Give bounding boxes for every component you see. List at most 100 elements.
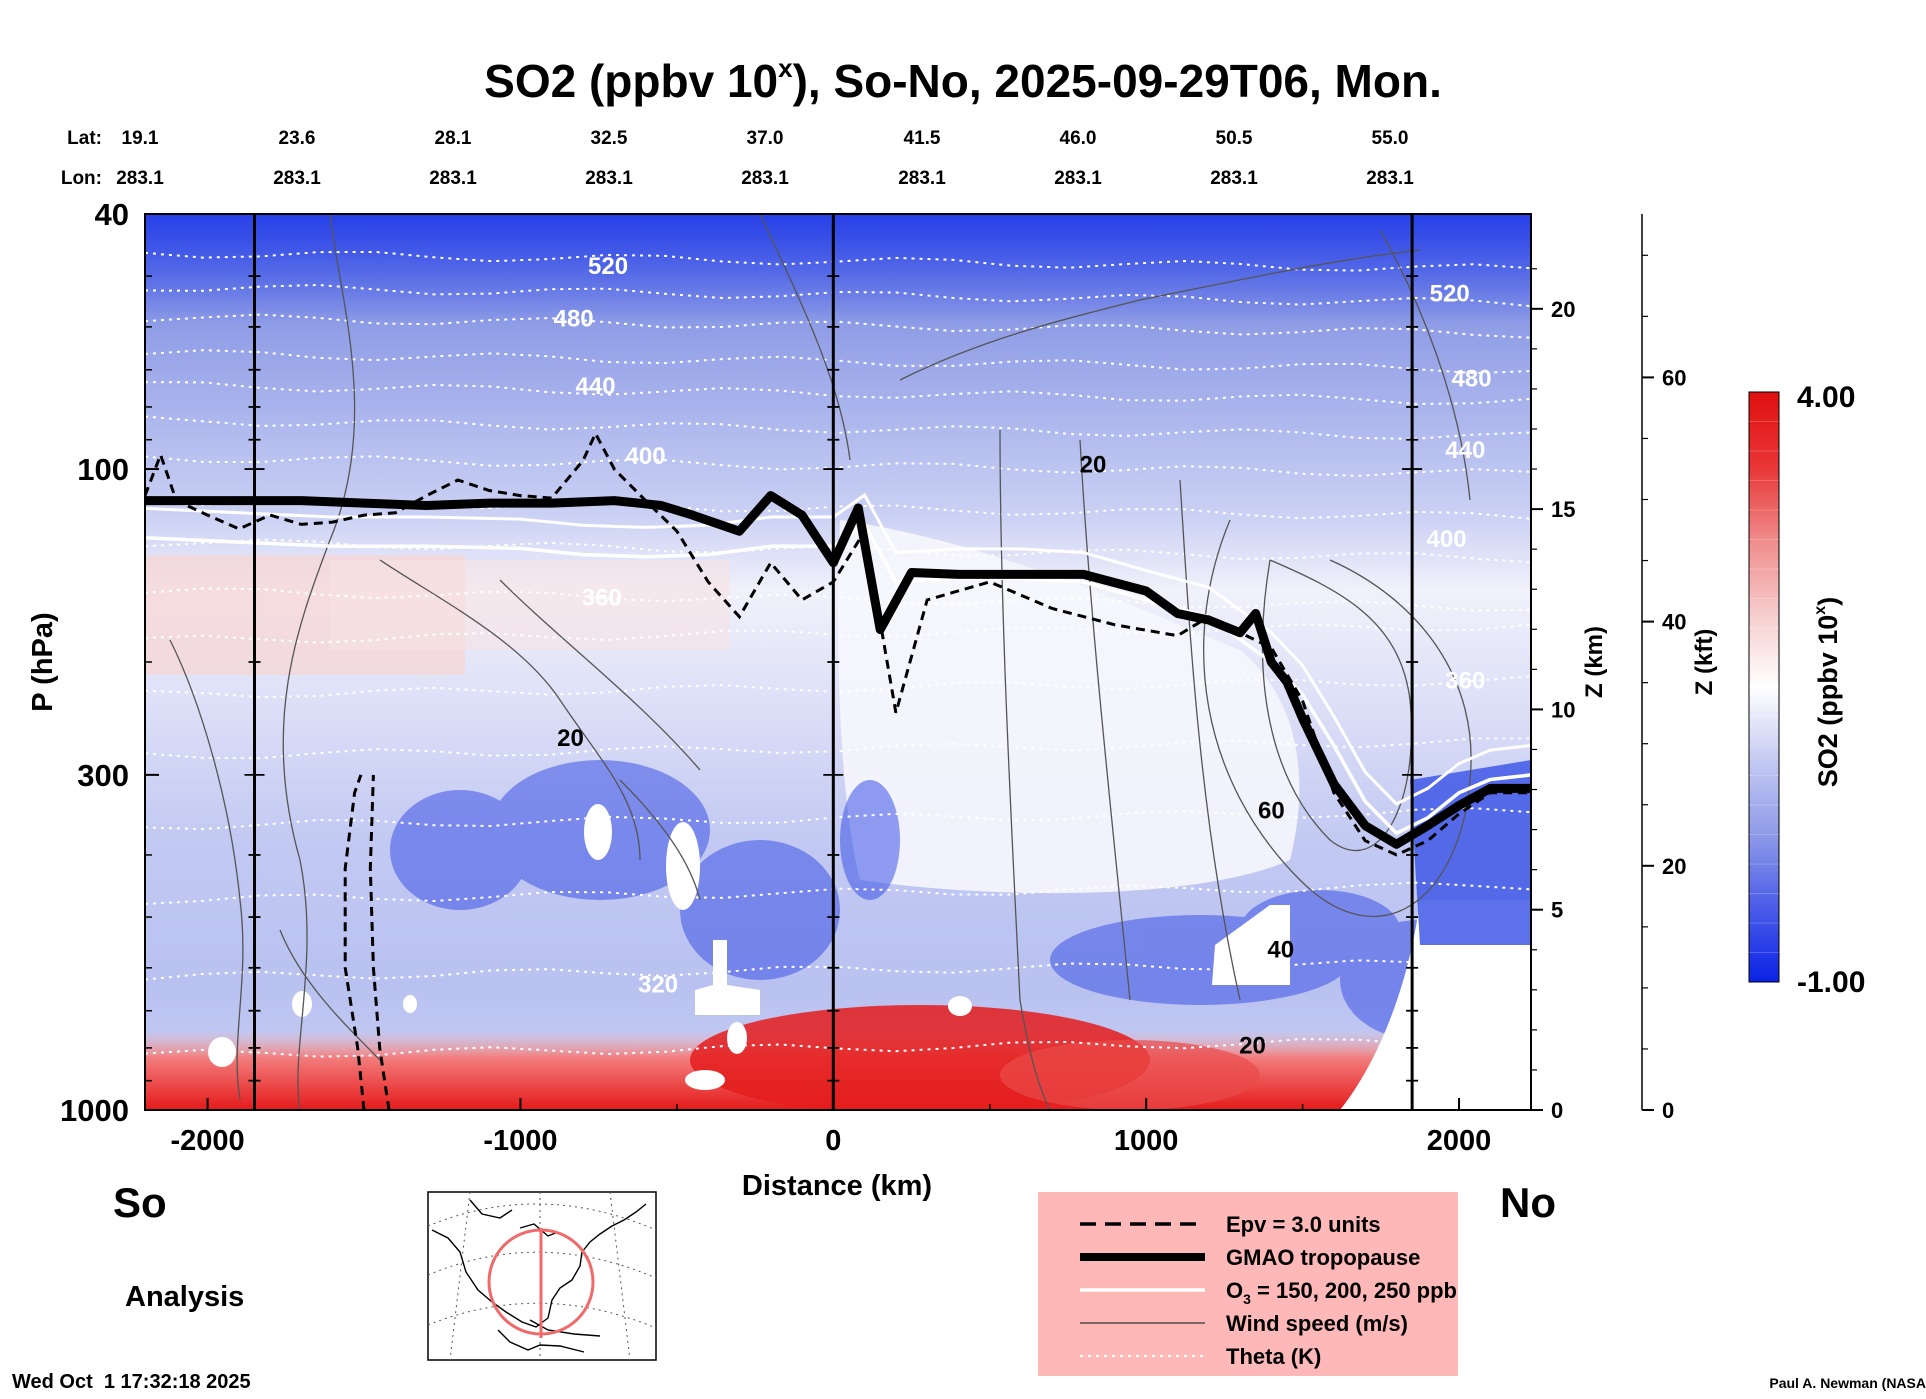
y-tick-label: 40 <box>95 197 129 232</box>
colorbar-title: SO2 (ppbv 10x) <box>1812 597 1843 787</box>
theta-label: 400 <box>626 443 666 470</box>
lon-value: 283.1 <box>1054 168 1102 189</box>
chart-title: SO2 (ppbv 10x), So-No, 2025-09-29T06, Mo… <box>484 53 1442 107</box>
z-kft-tick-label: 0 <box>1662 1098 1674 1123</box>
wind-label: 40 <box>1267 937 1294 964</box>
wind-line <box>1179 479 1241 1001</box>
wind-line <box>759 214 851 461</box>
wind-line <box>1379 229 1471 501</box>
wind-line <box>899 249 1421 381</box>
legend-label: Wind speed (m/s) <box>1226 1311 1408 1336</box>
theta-label: 360 <box>582 584 622 611</box>
z-km-tick-label: 0 <box>1551 1098 1563 1123</box>
lon-value: 283.1 <box>585 168 633 189</box>
wind-labels: 20 20 60 40 20 <box>557 451 1294 1059</box>
lon-value: 283.1 <box>273 168 321 189</box>
credit: Paul A. Newman (NASA <box>1769 1375 1926 1391</box>
z-kft-tick-label: 40 <box>1662 610 1686 635</box>
so2-north-white-region <box>838 520 1300 894</box>
lat-value: 50.5 <box>1216 128 1253 149</box>
inset-map <box>427 1191 657 1361</box>
wind-line <box>619 779 701 901</box>
legend-label: O3 = 150, 200, 250 ppb <box>1226 1278 1457 1307</box>
theta-label: 480 <box>554 305 594 332</box>
x-tick-label: 1000 <box>1114 1125 1179 1157</box>
y-axis-label: P (hPa) <box>27 612 59 711</box>
z-km-tick-label: 15 <box>1551 497 1575 522</box>
colorbar-min-label: -1.00 <box>1797 966 1865 999</box>
legend-label: GMAO tropopause <box>1226 1245 1420 1270</box>
theta-labels: 520 480 440 400 360 320 520 480 440 400 360 <box>554 253 1492 999</box>
wind-line <box>169 639 244 1101</box>
vertical-markers <box>244 214 1423 1110</box>
lat-value: 41.5 <box>904 128 941 149</box>
lon-label: Lon: <box>61 168 102 189</box>
ozone-contour-2 <box>145 492 1531 806</box>
z-km-axis: 0 5 10 15 20 <box>1531 268 1575 1123</box>
z-km-label: Z (km) <box>1581 626 1608 698</box>
wind-line <box>279 929 381 1061</box>
theta-label: 440 <box>1445 437 1485 464</box>
z-km-tick-label: 5 <box>1551 898 1563 923</box>
z-kft-axis: 0 20 40 60 <box>1641 214 1686 1123</box>
wind-label: 20 <box>1239 1032 1266 1059</box>
colorbar-gradient <box>1748 391 1780 983</box>
wind-label: 20 <box>1080 451 1107 478</box>
z-kft-label: Z (kft) <box>1691 629 1718 696</box>
wind-speed-contours <box>169 214 1472 1110</box>
wind-line <box>379 559 641 861</box>
lat-value: 32.5 <box>591 128 628 149</box>
x-axis: -2000 -1000 0 1000 2000 <box>170 1098 1491 1157</box>
lat-value: 55.0 <box>1372 128 1409 149</box>
y-tick-label: 1000 <box>60 1093 129 1128</box>
so2-northeast-white-region <box>1340 900 1531 1110</box>
epv-contour-south-2 <box>368 774 391 1110</box>
so2-stratosphere-blue <box>145 214 1531 324</box>
theta-label: 480 <box>1452 366 1492 393</box>
lon-value: 283.1 <box>741 168 789 189</box>
lon-value: 283.1 <box>898 168 946 189</box>
location-header: Lat: Lon: 19.1 23.6 28.1 32.5 37.0 41.5 46.0 50… <box>61 128 1414 189</box>
x-tick-label: 2000 <box>1427 1125 1492 1157</box>
z-kft-tick-label: 60 <box>1662 365 1686 390</box>
north-label: No <box>1500 1179 1556 1226</box>
lat-value: 28.1 <box>435 128 472 149</box>
tropopause-line <box>145 491 1531 849</box>
y-tick-label: 300 <box>77 758 129 793</box>
lat-value: 23.6 <box>279 128 316 149</box>
y-axis: 40 100 300 1000 <box>60 197 159 1128</box>
theta-label: 440 <box>576 373 616 400</box>
so2-surface-red-north <box>1000 1040 1260 1110</box>
analysis-label: Analysis <box>125 1281 244 1313</box>
lon-value: 283.1 <box>1366 168 1414 189</box>
epv-contour <box>145 430 1531 857</box>
wind-line <box>1079 439 1131 1001</box>
lat-value: 46.0 <box>1060 128 1097 149</box>
wind-label: 60 <box>1258 798 1285 825</box>
lat-value: 37.0 <box>747 128 784 149</box>
lon-value: 283.1 <box>429 168 477 189</box>
theta-label: 320 <box>638 972 678 999</box>
timestamp: Wed Oct 1 17:32:18 2025 <box>12 1371 251 1393</box>
x-axis-label: Distance (km) <box>742 1170 932 1202</box>
lat-value: 19.1 <box>122 128 159 149</box>
colorbar-max-label: 4.00 <box>1797 381 1855 414</box>
wind-line <box>499 579 701 771</box>
south-label: So <box>113 1179 167 1226</box>
legend-label: Theta (K) <box>1226 1344 1321 1369</box>
theta-label: 400 <box>1427 526 1467 553</box>
wind-label: 20 <box>557 725 584 752</box>
theta-label: 360 <box>1445 668 1485 695</box>
x-tick-label: 0 <box>825 1125 841 1157</box>
legend-label: Epv = 3.0 units <box>1226 1212 1381 1237</box>
colorbar: 4.00 -1.00 SO2 (ppbv 10x) <box>1748 381 1865 999</box>
epv-contour-south <box>343 774 366 1110</box>
wind-line <box>1203 519 1472 918</box>
z-kft-tick-label: 20 <box>1662 854 1686 879</box>
wind-line <box>999 429 1051 1110</box>
y-tick-label: 100 <box>77 452 129 487</box>
lat-label: Lat: <box>67 128 102 149</box>
legend: Epv = 3.0 units GMAO tropopause O3 = 150, … <box>1038 1192 1458 1376</box>
lon-value: 283.1 <box>1210 168 1258 189</box>
